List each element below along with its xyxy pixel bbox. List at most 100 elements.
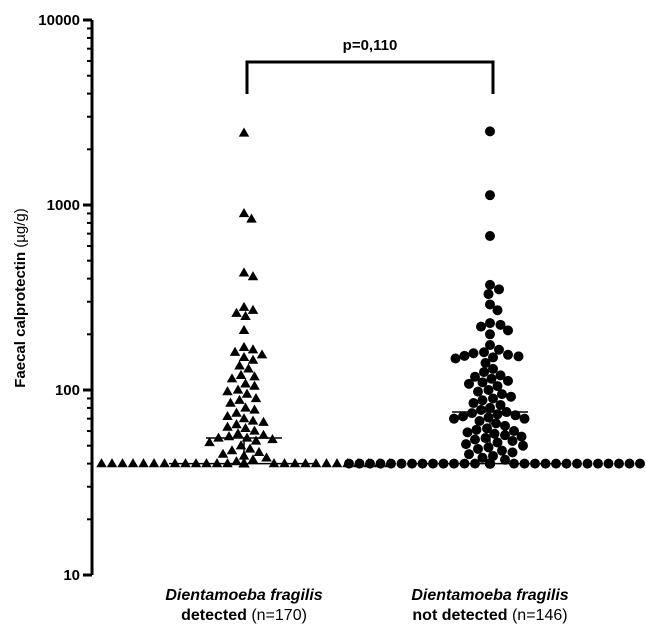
data-point-detected bbox=[229, 346, 241, 356]
data-point-not-detected bbox=[468, 348, 479, 359]
data-point-detected bbox=[289, 458, 301, 468]
data-point-not-detected bbox=[483, 412, 494, 423]
data-point-detected bbox=[238, 301, 250, 311]
data-point-detected bbox=[223, 431, 235, 441]
data-point-not-detected bbox=[450, 353, 461, 364]
data-point-detected bbox=[256, 349, 268, 359]
data-point-not-detected bbox=[462, 427, 473, 438]
data-point-not-detected bbox=[480, 433, 491, 444]
data-point-not-detected bbox=[477, 395, 488, 406]
category-label-not-detected-line1: Dientamoeba fragilis bbox=[411, 587, 568, 604]
data-point-not-detected bbox=[485, 126, 495, 137]
data-point-not-detected bbox=[488, 352, 498, 363]
data-point-detected bbox=[249, 371, 260, 381]
data-point-detected bbox=[159, 458, 170, 468]
data-point-not-detected bbox=[516, 431, 527, 442]
data-point-detected bbox=[238, 341, 250, 352]
data-point-detected bbox=[238, 413, 250, 423]
data-point-detected bbox=[201, 458, 212, 468]
data-point-detected bbox=[232, 384, 244, 394]
data-point-not-detected bbox=[449, 413, 459, 424]
data-point-not-detected bbox=[494, 344, 504, 355]
data-point-detected bbox=[250, 393, 262, 403]
data-point-not-detected bbox=[485, 402, 495, 413]
data-point-detected bbox=[232, 428, 244, 438]
data-point-not-detected bbox=[476, 321, 486, 332]
data-point-not-detected bbox=[386, 458, 396, 469]
data-point-not-detected bbox=[582, 458, 593, 469]
data-point-not-detected bbox=[485, 190, 495, 201]
data-point-detected bbox=[268, 458, 280, 468]
category-label-detected-line2: detected (n=170) bbox=[181, 607, 307, 624]
data-point-not-detected bbox=[635, 458, 645, 469]
data-point-detected bbox=[243, 363, 254, 373]
y-tick-label: 10 bbox=[63, 567, 80, 584]
data-point-detected bbox=[247, 354, 259, 364]
data-point-detected bbox=[117, 458, 128, 468]
data-point-not-detected bbox=[495, 399, 506, 410]
data-point-detected bbox=[238, 324, 250, 335]
data-point-not-detected bbox=[492, 437, 503, 448]
data-point-not-detected bbox=[467, 408, 477, 419]
data-point-not-detected bbox=[503, 375, 513, 386]
data-point-not-detected bbox=[480, 357, 491, 368]
data-point-not-detected bbox=[470, 371, 480, 382]
data-point-not-detected bbox=[407, 458, 417, 469]
significance-bracket bbox=[245, 60, 495, 94]
data-point-not-detected bbox=[474, 415, 485, 426]
data-point-detected bbox=[127, 458, 139, 468]
data-point-detected bbox=[238, 208, 250, 218]
data-point-not-detected bbox=[458, 411, 468, 422]
data-point-detected bbox=[190, 458, 202, 468]
data-point-not-detected bbox=[513, 351, 524, 362]
data-point-not-detected bbox=[507, 436, 518, 447]
data-point-not-detected bbox=[491, 418, 501, 429]
data-point-not-detected bbox=[507, 447, 518, 458]
data-point-detected bbox=[238, 351, 250, 362]
data-point-detected bbox=[253, 446, 265, 457]
y-tick-label: 10000 bbox=[38, 12, 80, 29]
bracket-path bbox=[245, 60, 495, 94]
data-point-not-detected bbox=[473, 386, 483, 397]
category-detected-count: (n=170) bbox=[247, 607, 307, 624]
data-point-not-detected bbox=[471, 424, 482, 435]
data-point-not-detected bbox=[492, 381, 503, 392]
data-point-not-detected bbox=[509, 426, 519, 437]
data-point-not-detected bbox=[614, 458, 624, 469]
data-point-not-detected bbox=[485, 299, 495, 310]
data-point-detected bbox=[244, 443, 256, 453]
data-point-not-detected bbox=[483, 442, 494, 453]
data-point-detected bbox=[138, 458, 149, 468]
data-point-detected bbox=[240, 402, 251, 412]
data-point-not-detected bbox=[495, 319, 506, 330]
data-point-detected bbox=[96, 458, 107, 468]
data-point-detected bbox=[234, 394, 245, 404]
data-point-not-detected bbox=[488, 363, 498, 374]
data-point-not-detected bbox=[624, 458, 635, 469]
data-point-detected bbox=[231, 419, 242, 429]
data-points bbox=[96, 126, 645, 469]
data-point-not-detected bbox=[485, 329, 495, 340]
y-axis-title-main: Faecal calprotectin bbox=[12, 252, 29, 388]
data-point-detected bbox=[247, 454, 259, 464]
data-point-detected bbox=[226, 445, 238, 455]
data-point-not-detected bbox=[483, 385, 494, 395]
data-point-detected bbox=[240, 310, 251, 321]
data-point-detected bbox=[258, 429, 269, 439]
data-point-detected bbox=[246, 213, 257, 223]
data-point-not-detected bbox=[479, 347, 489, 358]
data-point-not-detected bbox=[572, 458, 582, 469]
data-point-not-detected bbox=[593, 458, 603, 469]
data-point-not-detected bbox=[561, 458, 572, 469]
p-value-annotation: p=0,110 bbox=[343, 37, 398, 54]
data-point-detected bbox=[106, 458, 118, 468]
data-point-not-detected bbox=[485, 340, 495, 351]
data-point-not-detected bbox=[492, 305, 503, 316]
data-point-detected bbox=[180, 458, 191, 468]
data-point-not-detected bbox=[344, 458, 354, 469]
y-axis-title: Faecal calprotectin (µg/g) bbox=[12, 208, 29, 388]
data-point-not-detected bbox=[518, 440, 528, 451]
data-point-not-detected bbox=[476, 404, 486, 415]
data-point-detected bbox=[247, 415, 259, 425]
data-point-detected bbox=[238, 267, 250, 277]
